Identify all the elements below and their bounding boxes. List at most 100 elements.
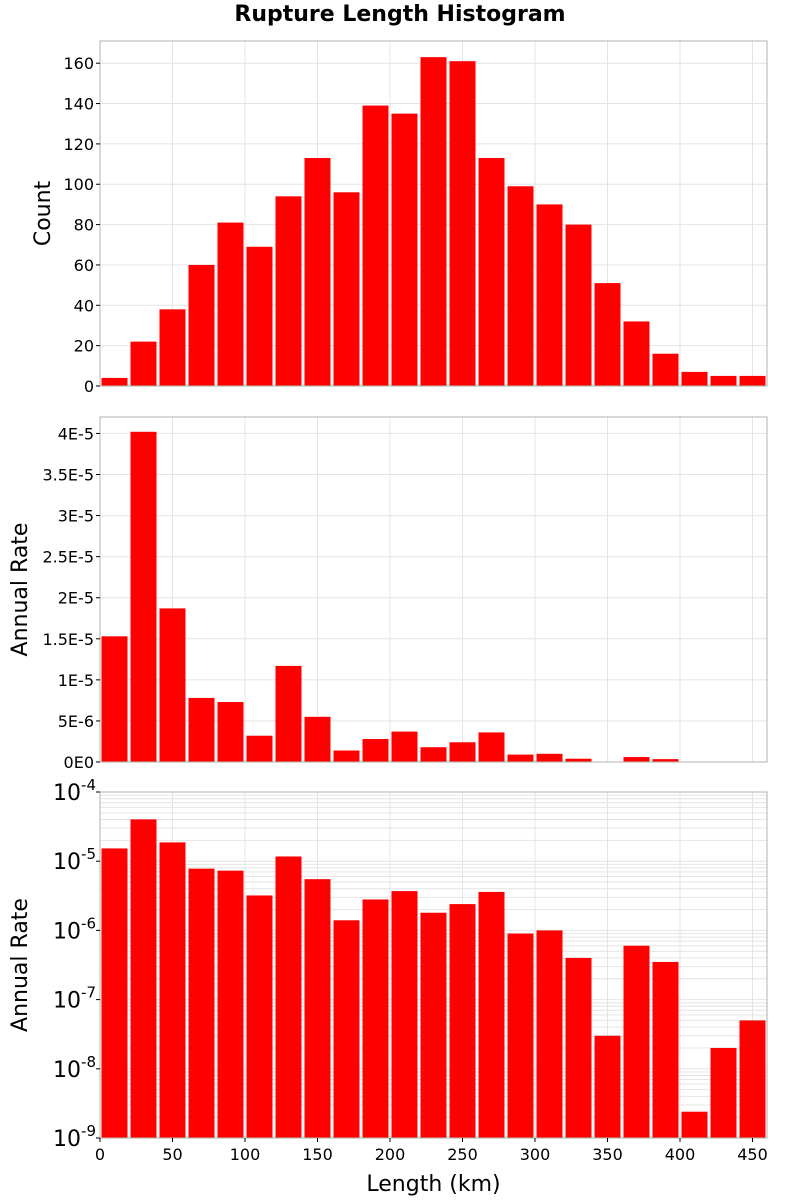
bar (333, 920, 360, 1138)
y-tick-label: 5E-6 (58, 712, 94, 731)
bar (420, 747, 447, 762)
x-tick-label: 400 (665, 1145, 696, 1164)
bar (188, 868, 215, 1138)
y-tick-label: 100 (63, 175, 94, 194)
bar (130, 819, 157, 1138)
bar (246, 246, 273, 386)
y-tick-label: 3.5E-5 (42, 466, 94, 485)
bar (130, 431, 157, 762)
y-axis-label: Count (31, 180, 56, 246)
bar (275, 856, 302, 1138)
count-panel: 0 20 40 60 80 100 120 140 160 Count (31, 40, 768, 396)
x-tick-label: 50 (162, 1145, 182, 1164)
chart-title: Rupture Length Histogram (234, 2, 566, 27)
bar (101, 848, 128, 1138)
bar (391, 731, 418, 762)
y-tick-label: 120 (63, 135, 94, 154)
y-tick-label: 20 (74, 337, 94, 356)
y-tick-label: 60 (74, 256, 94, 275)
y-tick-label: 0E0 (64, 753, 94, 772)
x-tick-label: 100 (230, 1145, 261, 1164)
bar (710, 1047, 737, 1138)
bar (507, 933, 534, 1138)
bar (246, 895, 273, 1138)
x-tick-label: 350 (592, 1145, 623, 1164)
bar (420, 57, 447, 386)
bar (652, 353, 679, 386)
y-tick-label: 2.5E-5 (42, 548, 94, 567)
bar (478, 158, 505, 386)
x-tick-label: 200 (375, 1145, 406, 1164)
bar (333, 750, 360, 762)
bar (623, 321, 650, 386)
bar (710, 375, 737, 386)
bar (420, 912, 447, 1138)
y-tick-label: 10-4 (53, 776, 96, 806)
bar (478, 891, 505, 1138)
bar (478, 732, 505, 762)
plot-frame (99, 416, 768, 763)
x-tick-label: 0 (95, 1145, 105, 1164)
bar (565, 224, 592, 386)
x-tick-label: 450 (737, 1145, 768, 1164)
x-tick-label: 250 (447, 1145, 478, 1164)
x-tick-label: 300 (520, 1145, 551, 1164)
x-axis: 0 50 100 150 200 250 300 350 400 450 Length (km) (95, 1138, 768, 1197)
plot-frame (99, 40, 768, 387)
bar (391, 891, 418, 1138)
bar (362, 899, 389, 1138)
bar (304, 879, 331, 1138)
y-tick-label: 80 (74, 216, 94, 235)
y-tick-label: 10-5 (53, 845, 96, 875)
y-tick-label: 10-6 (53, 914, 96, 944)
bar (101, 377, 128, 386)
bar (565, 957, 592, 1138)
bar (536, 204, 563, 386)
annual-rate-linear-panel: 0E0 5E-6 1E-5 1.5E-5 2E-5 2.5E-5 3E-5 3.5E-5 4E-… (8, 416, 768, 772)
y-tick-label: 4E-5 (58, 424, 94, 443)
y-tick-label: 140 (63, 95, 94, 114)
y-tick-label: 3E-5 (58, 507, 94, 526)
bar (217, 702, 244, 762)
bar (159, 842, 186, 1138)
bar (449, 904, 476, 1138)
bar (217, 870, 244, 1138)
plot-frame (99, 791, 768, 1139)
y-tick-label: 0 (84, 377, 94, 396)
bar (101, 636, 128, 762)
bar (681, 371, 708, 386)
y-tick-label: 10-8 (53, 1053, 96, 1083)
bar (449, 742, 476, 762)
bar (681, 1111, 708, 1138)
y-axis-label: Annual Rate (8, 898, 33, 1032)
bar (565, 758, 592, 762)
bar (130, 341, 157, 386)
bar (362, 105, 389, 386)
bar (623, 757, 650, 762)
bar (246, 735, 273, 762)
y-tick-label: 1E-5 (58, 671, 94, 690)
bar (623, 945, 650, 1138)
bar (275, 665, 302, 762)
bar (739, 1020, 766, 1138)
bar (304, 158, 331, 386)
y-tick-label: 10-9 (53, 1122, 96, 1152)
bar (275, 196, 302, 386)
bar (188, 697, 215, 762)
y-tick-label: 10-7 (53, 984, 96, 1014)
bar (391, 113, 418, 386)
bar (594, 283, 621, 386)
y-tick-label: 2E-5 (58, 589, 94, 608)
bar (188, 264, 215, 386)
y-tick-label: 1.5E-5 (42, 630, 94, 649)
bar (652, 759, 679, 762)
y-axis-label: Annual Rate (8, 523, 33, 657)
y-tick-label: 160 (63, 54, 94, 73)
y-tick-label: 40 (74, 296, 94, 315)
x-axis-label: Length (km) (366, 1172, 500, 1197)
x-tick-label: 150 (302, 1145, 333, 1164)
bar (159, 309, 186, 386)
bar (217, 222, 244, 386)
bar (594, 1035, 621, 1138)
